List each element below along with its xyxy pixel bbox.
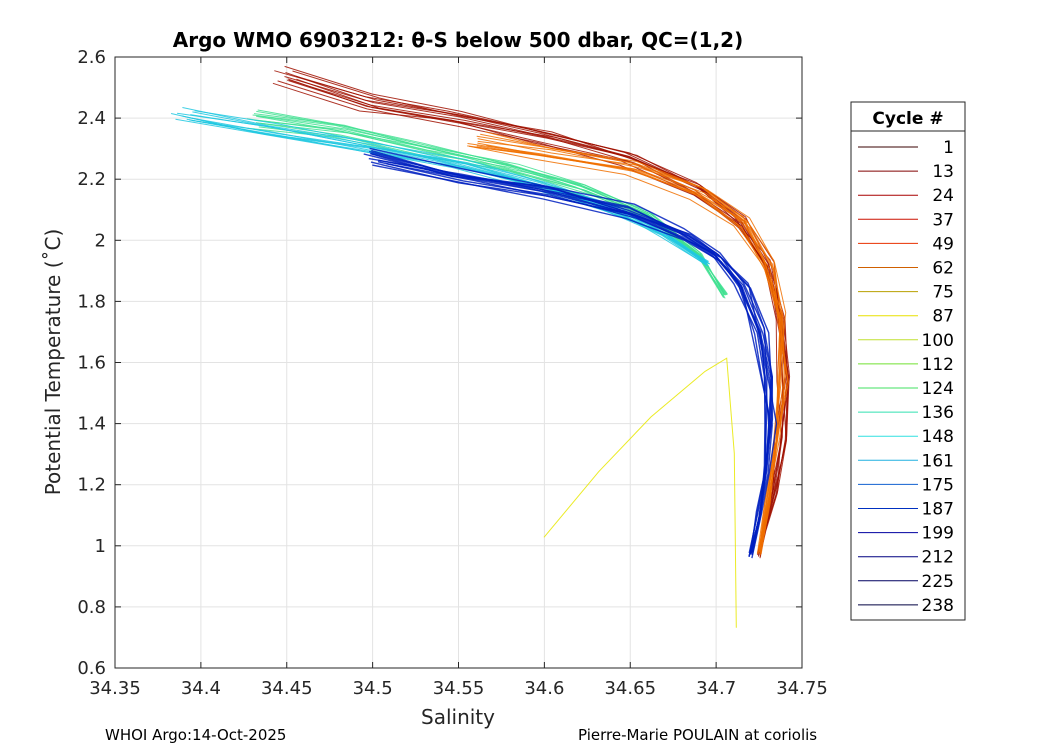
profile-line-5 [369, 150, 766, 555]
profile-line-3 [256, 110, 725, 298]
legend-label: 24 [932, 186, 954, 206]
chart-title: Argo WMO 6903212: θ-S below 500 dbar, QC… [173, 28, 743, 52]
x-tick-label: 34.35 [89, 678, 141, 699]
profile-line-3 [257, 115, 728, 295]
profile-line-5 [369, 152, 772, 557]
footer-right: Pierre-Marie POULAIN at coriolis [578, 726, 818, 744]
legend-label: 148 [922, 427, 954, 447]
profile-line-2 [467, 145, 784, 550]
legend-label: 124 [922, 379, 954, 399]
profile-line-6 [543, 357, 737, 628]
legend-label: 175 [922, 475, 954, 495]
y-tick-label: 2.4 [77, 108, 106, 129]
legend-label: 49 [932, 234, 954, 254]
y-tick-label: 1 [95, 536, 106, 557]
legend-label: 238 [922, 596, 954, 616]
y-tick-label: 0.8 [77, 597, 106, 618]
profile-line-1 [272, 82, 783, 555]
data-curves [170, 65, 791, 628]
legend-label: 87 [932, 307, 954, 327]
legend-label: 199 [922, 524, 954, 544]
legend: Cycle # 1 13 24 37 49 62 75 87 100 112 124 136 148 16… [850, 101, 966, 621]
y-tick-label: 2.2 [77, 169, 106, 190]
y-tick-label: 2 [95, 230, 106, 251]
y-tick-label: 2.6 [77, 47, 106, 68]
x-tick-label: 34.6 [524, 678, 564, 699]
footer-left: WHOI Argo:14-Oct-2025 [105, 726, 287, 744]
y-tick-label: 1.2 [77, 475, 106, 496]
profile-line-4 [182, 107, 710, 262]
x-tick-label: 34.65 [604, 678, 656, 699]
legend-label: 136 [922, 403, 954, 423]
legend-label: 187 [922, 500, 954, 520]
legend-label: 1 [943, 138, 954, 158]
x-tick-label: 34.45 [261, 678, 313, 699]
profile-line-2 [476, 145, 789, 556]
legend-label: 37 [932, 210, 954, 230]
legend-label: 225 [922, 572, 954, 592]
profile-line-5 [377, 161, 773, 555]
y-tick-label: 1.4 [77, 414, 106, 435]
x-axis-label: Salinity [421, 705, 495, 729]
y-tick-label: 0.6 [77, 658, 106, 679]
legend-box [850, 101, 966, 621]
legend-label: 161 [922, 451, 954, 471]
legend-label: 212 [922, 548, 954, 568]
profile-line-4 [194, 110, 708, 263]
y-tick-label: 1.6 [77, 353, 106, 374]
x-tick-label: 34.4 [181, 678, 221, 699]
y-tick-label: 1.8 [77, 291, 106, 312]
legend-label: 62 [932, 259, 954, 279]
legend-label: 112 [922, 355, 954, 375]
profile-line-2 [480, 133, 786, 551]
legend-entries: 1 13 24 37 49 62 75 87 100 112 124 136 148 161 175 187 1… [858, 138, 954, 616]
axis-ticks: 34.35 34.4 34.45 34.5 34.55 34.6 34.65 34.7 34.7… [77, 47, 827, 699]
x-tick-label: 34.75 [776, 678, 828, 699]
x-tick-label: 34.55 [433, 678, 485, 699]
y-axis-label: Potential Temperature (˚C) [41, 229, 65, 496]
legend-label: 13 [932, 162, 954, 182]
legend-title: Cycle # [872, 109, 943, 129]
legend-label: 100 [922, 331, 954, 351]
legend-label: 75 [932, 283, 954, 303]
x-tick-label: 34.7 [696, 678, 736, 699]
x-tick-label: 34.5 [353, 678, 393, 699]
